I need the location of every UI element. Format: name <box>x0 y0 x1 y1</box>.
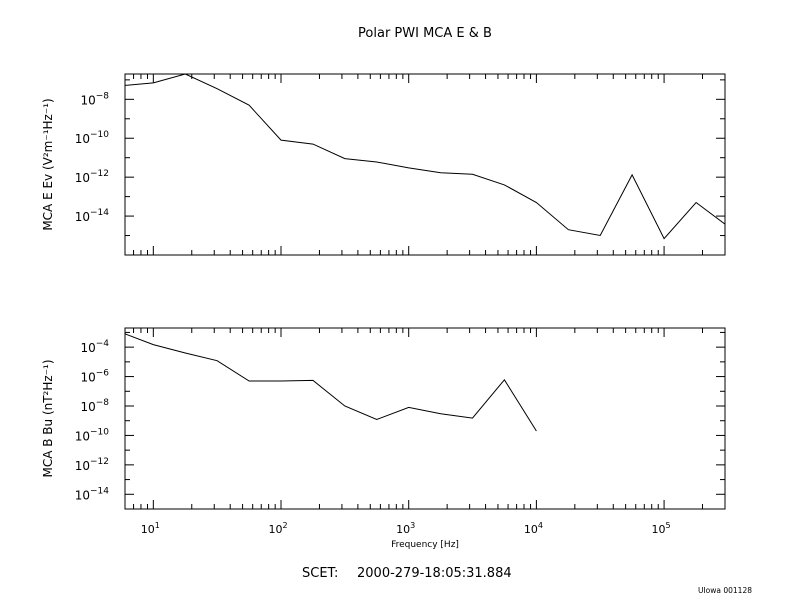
x-tick-label: 101 <box>141 521 160 536</box>
series-line <box>125 333 537 432</box>
y-tick-label: 10−14 <box>75 208 110 224</box>
plot-frame <box>124 73 726 256</box>
scet-label: SCET: <box>302 566 338 581</box>
plot-frame <box>124 327 726 510</box>
y-tick-label: 10−8 <box>80 398 109 414</box>
scet-value: 2000-279-18:05:31.884 <box>357 566 512 581</box>
y-tick-label: 10−12 <box>75 457 109 473</box>
y-tick-label: 10−14 <box>75 486 110 502</box>
x-tick-label: 104 <box>524 521 543 536</box>
x-axis-label: Frequency [Hz] <box>391 540 459 550</box>
x-tick-label: 105 <box>652 521 671 536</box>
electric-field-panel: 10−8 10−10 10−12 10−14 MCA E Ev (V²m⁻¹Hz⁻¹) <box>41 73 726 256</box>
y-tick-label: 10−12 <box>75 169 109 185</box>
x-tick-label: 103 <box>396 521 415 536</box>
y-tick-label: 10−10 <box>75 130 110 146</box>
x-tick-label: 102 <box>268 521 287 536</box>
y-tick-label: 10−8 <box>80 91 109 107</box>
magnetic-field-panel: 10−4 10−6 10−8 10−10 10−12 10−14 101 102 103 104 1… <box>41 327 726 550</box>
credit-label: UIowa 001128 <box>698 586 752 595</box>
chart-title: Polar PWI MCA E & B <box>358 26 492 41</box>
y-tick-label: 10−10 <box>75 427 110 443</box>
y-axis-label: MCA E Ev (V²m⁻¹Hz⁻¹) <box>41 98 55 230</box>
y-tick-label: 10−4 <box>80 339 109 355</box>
series-line <box>125 74 725 240</box>
y-tick-label: 10−6 <box>80 369 109 385</box>
y-axis-label: MCA B Bu (nT²Hz⁻¹) <box>41 359 55 477</box>
